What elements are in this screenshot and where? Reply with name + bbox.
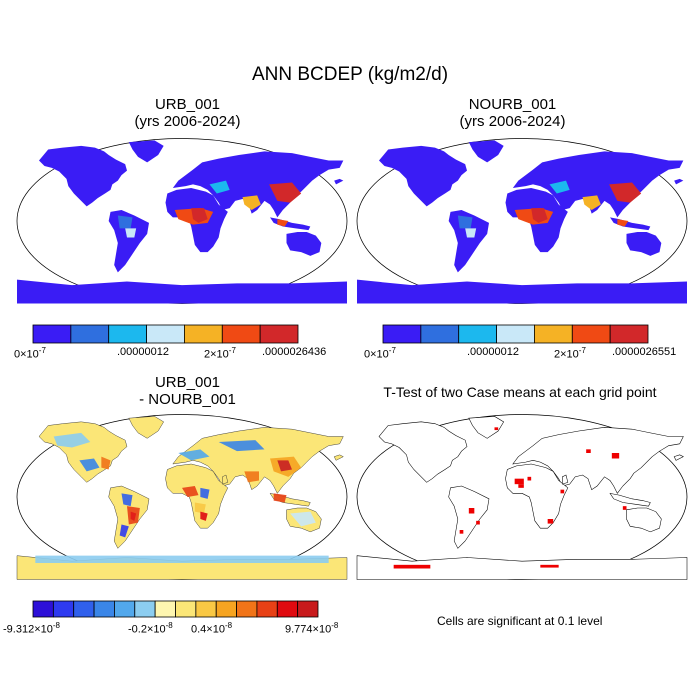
diff-colorbar-swatch-8: [175, 600, 197, 618]
nourb-colorbar-mid2-label: 2×10-7: [554, 346, 586, 361]
urb-colorbar-swatch-5: [184, 324, 223, 344]
diff-colorbar-swatch-9: [195, 600, 217, 618]
urb-colorbar: [32, 324, 299, 344]
figure-title: ANN BCDEP (kg/m2/d): [251, 64, 449, 85]
nourb-colorbar-swatch-1: [382, 324, 422, 344]
urb-colorbar-mid2-label: 2×10-7: [204, 346, 236, 361]
diff-colorbar-max-label: 9.774×10-8: [285, 621, 339, 636]
urb-map: [16, 138, 348, 304]
nourb-colorbar-swatch-7: [609, 324, 649, 344]
diff-colorbar-swatch-1: [32, 600, 54, 618]
diff-colorbar-swatch-12: [256, 600, 278, 618]
nourb-map: [356, 138, 688, 304]
diff-colorbar-mid2-label: 0.4×10-8: [191, 621, 233, 636]
diff-panel-title: URB_001 - NOURB_001: [139, 374, 236, 408]
urb-colorbar-max-label: .0000026436: [262, 346, 327, 358]
diff-colorbar-swatch-2: [52, 600, 75, 618]
urb-colorbar-swatch-7: [259, 324, 299, 344]
diff-colorbar-mid-label: -0.2×10-8: [128, 621, 173, 636]
diff-anomalies: [35, 432, 329, 563]
nourb-colorbar-swatch-4: [496, 324, 535, 344]
urb-colorbar-swatch-3: [108, 324, 147, 344]
diff-colorbar-swatch-6: [134, 600, 156, 618]
diff-colorbar-min-label: -9.312×10-8: [3, 621, 60, 636]
urb-hotspots: [117, 180, 302, 238]
nourb-panel-title: NOURB_001 (yrs 2006-2024): [459, 96, 566, 130]
nourb-colorbar-max-label: .0000026551: [612, 346, 677, 358]
nourb-colorbar-swatch-3: [458, 324, 497, 344]
diff-colorbar-swatch-10: [215, 600, 237, 618]
diff-colorbar-swatch-11: [236, 600, 258, 618]
ttest-panel-title: T-Test of two Case means at each grid po…: [383, 384, 657, 400]
nourb-colorbar-swatch-5: [534, 324, 573, 344]
diff-colorbar-swatch-13: [276, 600, 299, 618]
nourb-colorbar-swatch-2: [420, 324, 460, 344]
diff-colorbar-swatch-14: [297, 600, 319, 618]
urb-colorbar-swatch-6: [221, 324, 261, 344]
urb-panel-title: URB_001 (yrs 2006-2024): [134, 96, 241, 130]
diff-colorbar: [32, 600, 319, 618]
nourb-hotspots: [457, 180, 642, 238]
nourb-colorbar-min-label: 0×10-7: [364, 346, 396, 361]
ttest-map: [356, 414, 688, 580]
urb-colorbar-swatch-4: [146, 324, 185, 344]
nourb-colorbar: [382, 324, 649, 344]
diff-map: [16, 414, 348, 580]
significance-note: Cells are significant at 0.1 level: [437, 614, 603, 628]
diff-colorbar-swatch-5: [114, 600, 136, 618]
nourb-colorbar-swatch-6: [571, 324, 611, 344]
diff-colorbar-swatch-4: [93, 600, 115, 618]
diff-colorbar-swatch-7: [154, 600, 176, 618]
diff-colorbar-swatch-3: [73, 600, 95, 618]
urb-colorbar-min-label: 0×10-7: [14, 346, 46, 361]
urb-colorbar-mid-label: .00000012: [117, 346, 169, 358]
nourb-colorbar-mid-label: .00000012: [467, 346, 519, 358]
urb-colorbar-swatch-2: [70, 324, 110, 344]
urb-colorbar-swatch-1: [32, 324, 72, 344]
ttest-significant-cells: [393, 427, 627, 569]
